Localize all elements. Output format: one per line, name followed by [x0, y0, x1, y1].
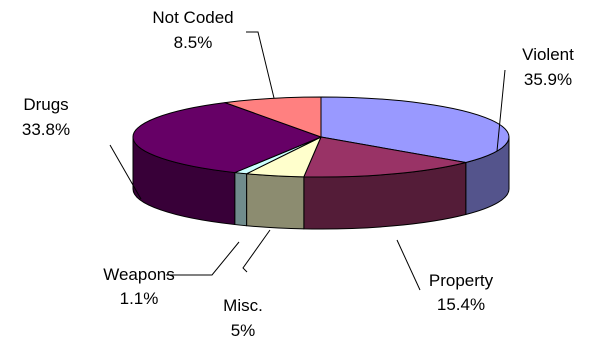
- slice-label-property: Property: [429, 271, 494, 290]
- slice-value-property: 15.4%: [437, 295, 485, 314]
- slice-label-weapons: Weapons: [103, 265, 175, 284]
- pie-tops: [132, 96, 510, 178]
- slice-value-violent: 35.9%: [524, 70, 572, 89]
- slice-label-not-coded: Not Coded: [152, 8, 233, 27]
- leader-line-property: [396, 239, 421, 291]
- pie-side-weapons: [234, 172, 248, 227]
- slice-label-violent: Violent: [522, 45, 574, 64]
- pie-slice-violent: [320, 96, 510, 164]
- slice-value-not-coded: 8.5%: [174, 33, 213, 52]
- slice-label-drugs: Drugs: [23, 95, 68, 114]
- slice-label-misc: Misc.: [223, 296, 263, 315]
- slice-value-drugs: 33.8%: [22, 120, 70, 139]
- slice-value-misc: 5%: [231, 321, 256, 340]
- slice-labels: Violent 35.9% Property 15.4% Misc. 5% We…: [22, 8, 574, 340]
- leader-line-violent: [496, 69, 506, 152]
- pie-slice-drugs: [132, 102, 322, 174]
- pie-sides: [132, 136, 510, 230]
- slice-value-weapons: 1.1%: [120, 289, 159, 308]
- pie-slice-not-coded: [224, 96, 322, 138]
- pie-slice-property: [303, 136, 467, 178]
- leader-line-misc: [242, 229, 271, 273]
- leader-line-weapons: [166, 241, 240, 276]
- leader-line-not-coded: [246, 31, 275, 99]
- leader-line-drugs: [109, 144, 142, 200]
- pie-side-misc: [246, 173, 305, 230]
- label-leaders: [109, 31, 506, 291]
